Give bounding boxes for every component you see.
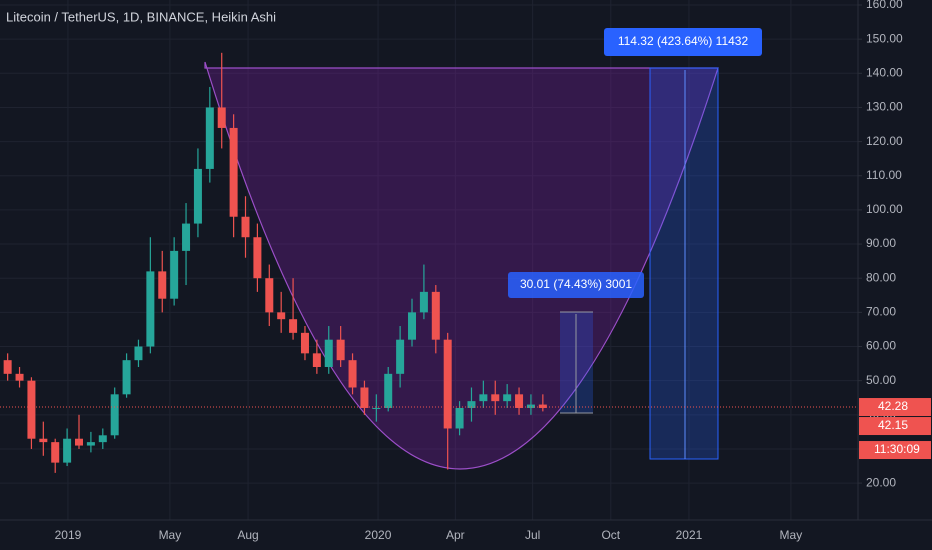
measure-label-box <box>604 28 762 56</box>
x-tick-label: Apr <box>446 528 465 542</box>
candle-body <box>253 237 262 279</box>
x-tick-label: Jul <box>525 528 540 542</box>
grid <box>0 0 870 520</box>
y-tick-label: 70.00 <box>866 305 896 319</box>
candle-body <box>63 438 72 463</box>
candle-body <box>360 387 369 408</box>
last-price-label: 42.28 <box>878 399 908 413</box>
y-tick-label: 160.00 <box>866 0 903 11</box>
candle-body <box>491 394 500 402</box>
countdown-label: 11:30:09 <box>874 442 920 456</box>
candle-body <box>182 223 191 251</box>
x-tick-label: May <box>159 528 182 542</box>
candle-body <box>122 360 131 395</box>
x-tick-label: 2020 <box>365 528 392 542</box>
candle-body <box>265 278 274 313</box>
candle-body <box>419 291 428 313</box>
candle-body <box>27 380 36 439</box>
measure-label: 114.32 (423.64%) 11432 <box>618 34 749 48</box>
last-price-badge <box>859 398 931 417</box>
candle-body <box>372 407 381 409</box>
candle-body <box>515 394 524 408</box>
candle-body <box>217 107 226 128</box>
y-tick-label: 80.00 <box>866 270 896 284</box>
candle-body <box>431 291 440 340</box>
x-tick-label: Aug <box>237 528 258 542</box>
candle-body <box>384 373 393 408</box>
candle-body <box>289 319 298 333</box>
y-tick-label: 150.00 <box>866 31 903 45</box>
y-tick-label: 60.00 <box>866 339 896 353</box>
measure-label: 30.01 (74.43%) 3001 <box>520 277 632 291</box>
candle-body <box>538 404 547 408</box>
y-tick-label: 100.00 <box>866 202 903 216</box>
candle-body <box>3 360 12 374</box>
candle-body <box>503 394 512 402</box>
x-tick-label: 2021 <box>676 528 703 542</box>
candle-body <box>526 404 535 408</box>
candle-body <box>467 401 476 408</box>
candle-body <box>241 216 250 238</box>
candle-body <box>51 442 60 463</box>
candle-body <box>312 353 321 368</box>
candle-body <box>229 127 238 217</box>
candle-body <box>455 407 464 429</box>
candle-body <box>348 360 357 388</box>
second-price-badge <box>859 417 931 436</box>
candle-body <box>39 438 48 443</box>
candles <box>3 52 547 473</box>
candle-body <box>277 312 286 320</box>
y-tick-label: 20.00 <box>866 475 896 489</box>
candle-body <box>15 373 24 381</box>
candle-body <box>396 339 405 374</box>
candle-body <box>408 312 417 340</box>
candle-body <box>75 438 84 446</box>
candle-body <box>170 250 179 299</box>
candle-body <box>324 339 333 368</box>
y-tick-label: 120.00 <box>866 134 903 148</box>
candle-body <box>146 271 155 347</box>
cup-pattern <box>204 61 719 470</box>
x-tick-label: Oct <box>601 528 620 542</box>
chart-title: Litecoin / TetherUS, 1D, BINANCE, Heikin… <box>6 9 276 24</box>
y-tick-label: 90.00 <box>866 236 896 250</box>
candle-body <box>479 394 488 402</box>
y-tick-label: 130.00 <box>866 100 903 114</box>
y-tick-label: 110.00 <box>866 168 902 182</box>
y-tick-label: 140.00 <box>866 65 903 79</box>
candle-body <box>134 346 143 361</box>
candle-body <box>98 435 107 443</box>
measure-label-box <box>508 272 644 298</box>
second-price-label: 42.15 <box>878 418 908 432</box>
x-tick-label: 2019 <box>55 528 82 542</box>
y-tick-label: 50.00 <box>866 373 896 387</box>
candle-body <box>336 339 345 361</box>
candle-body <box>86 442 95 446</box>
x-tick-label: May <box>780 528 803 542</box>
candle-body <box>158 271 167 299</box>
candle-body <box>443 339 452 429</box>
candle-body <box>193 168 202 224</box>
candle-body <box>110 394 119 436</box>
candle-body <box>300 332 309 354</box>
countdown-badge <box>859 441 931 460</box>
candle-body <box>205 107 214 169</box>
measure-box-large <box>649 67 719 460</box>
